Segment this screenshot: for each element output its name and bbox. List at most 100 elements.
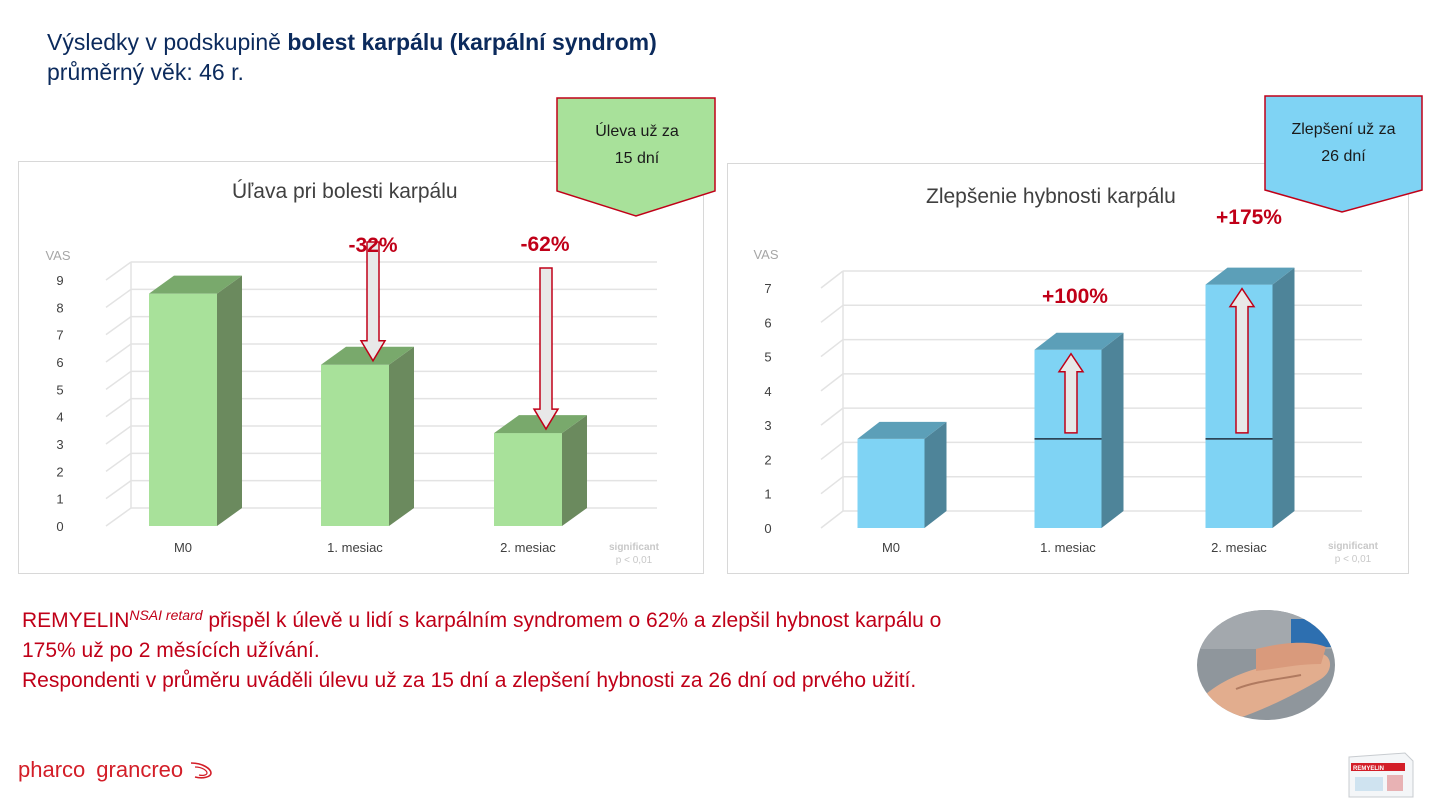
bar-side [562, 415, 587, 526]
brand-name: REMYELIN [22, 609, 130, 632]
bar-top [149, 275, 242, 294]
bar-front [321, 364, 389, 526]
left-chart-title: Úľava pri bolesti karpálu [232, 180, 458, 203]
y-tick-label: 5 [764, 350, 771, 365]
page-title: Výsledky v podskupině bolest karpálu (ka… [47, 27, 657, 87]
right-callout-shape [1264, 95, 1423, 213]
left-chart-panel: Úľava pri bolesti karpálu 0 1 2 3 4 5 6 7 8 9 VAS M… [18, 161, 704, 574]
gridline-diagonal [105, 261, 132, 281]
bar-front [494, 433, 562, 526]
bar-top [1034, 332, 1124, 350]
gridline-diagonal [105, 398, 132, 418]
down-arrow-icon [359, 241, 387, 363]
gridline-diagonal [105, 316, 132, 336]
y-tick-label: 5 [56, 382, 63, 397]
y-tick-label: 9 [56, 273, 63, 288]
brand-superscript: NSAI retard [129, 607, 203, 623]
x-category-label: 2. mesiac [1211, 540, 1267, 555]
y-tick-label: 0 [764, 521, 771, 536]
gridline-diagonal [820, 270, 844, 289]
gridline-diagonal [820, 441, 844, 461]
bar-side [924, 421, 947, 528]
bar-side [1272, 267, 1295, 528]
gridline-diagonal [820, 510, 844, 529]
x-category-label: M0 [882, 540, 900, 555]
right-chart-title: Zlepšenie hybnosti karpálu [926, 185, 1176, 208]
left-callout-line1: Úleva už za [595, 123, 679, 140]
gridline-diagonal [105, 370, 132, 390]
summary-line1: přispěl k úlevě u lidí s karpálním syndr… [202, 609, 942, 632]
logo-swoosh-icon [191, 762, 213, 779]
significance-p-value: p < 0,01 [1335, 554, 1372, 565]
significance-note: significant [1328, 541, 1379, 552]
y-tick-label: 3 [764, 418, 771, 433]
page-subtitle: průměrný věk: 46 r. [47, 59, 244, 85]
y-axis-label: VAS [45, 248, 70, 263]
y-tick-label: 1 [764, 487, 771, 502]
bar-side [1101, 332, 1124, 528]
change-annotation: +100% [1042, 285, 1108, 308]
hand-photo [1197, 610, 1335, 720]
gridline-diagonal [820, 476, 844, 495]
up-arrow-icon [1228, 287, 1256, 434]
bar-top [1205, 267, 1295, 285]
gridline-diagonal [105, 507, 132, 527]
x-category-label: 1. mesiac [1040, 540, 1096, 555]
y-tick-label: 3 [56, 437, 63, 452]
gridline-diagonal [105, 425, 132, 445]
y-tick-label: 4 [764, 384, 771, 399]
y-tick-label: 8 [56, 300, 63, 315]
summary-text: REMYELINNSAI retard přispěl k úlevě u li… [22, 600, 1182, 696]
bar-front [149, 293, 217, 526]
gridline-diagonal [820, 373, 844, 392]
title-bold: bolest karpálu (karpální syndrom) [287, 29, 657, 55]
gridline-diagonal [105, 480, 132, 500]
gridline-diagonal [820, 304, 844, 323]
y-tick-label: 7 [56, 328, 63, 343]
gridline-diagonal [105, 343, 132, 363]
significance-note: significant [609, 542, 660, 553]
product-box-label: REMYELIN [1353, 766, 1384, 772]
gridline-diagonal [820, 407, 844, 426]
bar-top [321, 346, 414, 365]
bar-top [494, 415, 587, 434]
significance-p-value: p < 0,01 [616, 555, 653, 566]
left-callout-shape [556, 97, 716, 217]
gridline-diagonal [105, 288, 132, 308]
x-category-label: M0 [174, 540, 192, 555]
change-annotation: -32% [348, 234, 397, 257]
y-tick-label: 2 [56, 464, 63, 479]
y-tick-label: 4 [56, 410, 63, 425]
change-annotation: +175% [1216, 206, 1282, 229]
x-category-label: 1. mesiac [327, 540, 383, 555]
right-callout-line1: Zlepšení už za [1291, 121, 1396, 138]
left-callout-line2: 15 dní [614, 150, 660, 167]
bar-front [857, 438, 925, 528]
y-tick-label: 2 [764, 452, 771, 467]
left-chart: 0 1 2 3 4 5 6 7 8 9 VAS M0 1. mesiac 2. mesiac -32% -62… [45, 233, 660, 566]
company-logo: pharco grancreo [18, 757, 215, 783]
y-axis-label: VAS [753, 247, 778, 262]
change-annotation: -62% [520, 233, 569, 256]
y-tick-label: 7 [764, 281, 771, 296]
bar-side [389, 346, 414, 526]
gridline-diagonal [820, 338, 844, 358]
right-chart: 0 1 2 3 4 5 6 7 VAS M0 1. mesiac 2. mesiac +100% +175… [753, 206, 1379, 565]
right-chart-panel: Zlepšenie hybnosti karpálu 0 1 2 3 4 5 6 7 VAS M0… [727, 163, 1409, 574]
down-arrow-icon [532, 267, 560, 431]
gridline-diagonal [105, 452, 132, 472]
y-tick-label: 1 [56, 492, 63, 507]
summary-line3: Respondenti v průměru uváděli úlevu už z… [22, 669, 917, 692]
left-callout: Úleva už za 15 dní [557, 118, 717, 172]
logo-word-2: grancreo [96, 757, 184, 782]
bar-top [857, 421, 947, 439]
up-arrow-icon [1057, 352, 1085, 434]
y-tick-label: 6 [56, 355, 63, 370]
y-tick-label: 6 [764, 315, 771, 330]
right-callout-line2: 26 dní [1321, 148, 1366, 165]
product-box: REMYELIN [1348, 752, 1414, 798]
x-category-label: 2. mesiac [500, 540, 556, 555]
title-prefix: Výsledky v podskupině [47, 29, 288, 55]
summary-line2: 175% už po 2 měsících užívání. [22, 639, 320, 662]
logo-word-1: pharco [18, 757, 86, 782]
